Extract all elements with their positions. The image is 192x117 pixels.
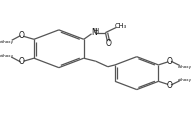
Text: O: O [19,31,25,40]
Text: ethoxy: ethoxy [178,78,192,82]
Text: O: O [167,80,172,90]
Text: O: O [19,57,25,66]
Text: O: O [105,39,111,48]
Text: CH₃: CH₃ [115,23,127,29]
Text: ethoxy: ethoxy [0,54,14,58]
Text: ethoxy: ethoxy [0,40,14,44]
Text: N: N [91,28,97,37]
Text: O: O [167,57,172,66]
Text: ethoxy: ethoxy [178,65,192,69]
Text: H: H [93,28,98,34]
